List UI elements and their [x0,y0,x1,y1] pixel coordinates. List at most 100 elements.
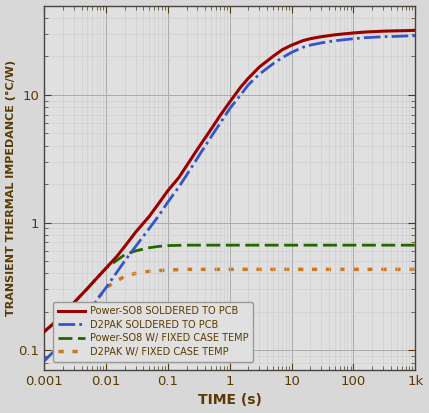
D2PAK SOLDERED TO PCB [332,38,338,43]
Power-SO8 SOLDERED TO PCB [53,320,58,325]
D2PAK SOLDERED TO PCB [413,33,418,38]
Power-SO8 SOLDERED TO PCB [270,54,275,59]
D2PAK W/ FIXED CASE TEMP [166,268,171,273]
D2PAK W/ FIXED CASE TEMP [156,268,161,273]
D2PAK SOLDERED TO PCB [85,311,90,316]
D2PAK W/ FIXED CASE TEMP [195,267,200,272]
D2PAK SOLDERED TO PCB [166,199,171,204]
Power-SO8 SOLDERED TO PCB [332,32,338,37]
Power-SO8 W/ FIXED CASE TEMP [166,243,171,248]
Power-SO8 W/ FIXED CASE TEMP [195,243,200,248]
Power-SO8 SOLDERED TO PCB [103,266,109,271]
D2PAK SOLDERED TO PCB [289,50,294,55]
D2PAK W/ FIXED CASE TEMP [103,285,109,290]
Power-SO8 SOLDERED TO PCB [351,31,356,36]
Power-SO8 W/ FIXED CASE TEMP [184,243,189,248]
Power-SO8 SOLDERED TO PCB [60,312,66,317]
Power-SO8 SOLDERED TO PCB [413,28,418,33]
D2PAK W/ FIXED CASE TEMP [147,269,152,274]
D2PAK W/ FIXED CASE TEMP [351,267,356,272]
Power-SO8 SOLDERED TO PCB [319,34,324,39]
Power-SO8 W/ FIXED CASE TEMP [147,245,152,250]
Power-SO8 W/ FIXED CASE TEMP [103,266,109,271]
D2PAK SOLDERED TO PCB [341,37,347,42]
D2PAK SOLDERED TO PCB [394,34,399,39]
Power-SO8 SOLDERED TO PCB [369,29,375,34]
D2PAK W/ FIXED CASE TEMP [227,267,233,272]
D2PAK W/ FIXED CASE TEMP [369,267,375,272]
D2PAK SOLDERED TO PCB [71,327,76,332]
Line: D2PAK W/ FIXED CASE TEMP: D2PAK W/ FIXED CASE TEMP [44,269,415,361]
Power-SO8 W/ FIXED CASE TEMP [60,312,66,317]
D2PAK SOLDERED TO PCB [176,185,181,190]
D2PAK W/ FIXED CASE TEMP [289,267,294,272]
Power-SO8 SOLDERED TO PCB [279,47,284,52]
Line: D2PAK SOLDERED TO PCB: D2PAK SOLDERED TO PCB [44,36,415,361]
Power-SO8 SOLDERED TO PCB [195,147,200,152]
Legend: Power-SO8 SOLDERED TO PCB, D2PAK SOLDERED TO PCB, Power-SO8 W/ FIXED CASE TEMP, : Power-SO8 SOLDERED TO PCB, D2PAK SOLDERE… [53,301,253,361]
Power-SO8 SOLDERED TO PCB [289,43,294,47]
Power-SO8 W/ FIXED CASE TEMP [289,243,294,248]
Power-SO8 SOLDERED TO PCB [227,100,233,104]
Power-SO8 SOLDERED TO PCB [362,30,367,35]
D2PAK SOLDERED TO PCB [300,45,305,50]
D2PAK SOLDERED TO PCB [156,214,161,219]
Power-SO8 SOLDERED TO PCB [341,31,347,36]
Power-SO8 W/ FIXED CASE TEMP [308,243,313,248]
D2PAK W/ FIXED CASE TEMP [208,267,214,272]
D2PAK SOLDERED TO PCB [53,348,58,353]
Power-SO8 SOLDERED TO PCB [308,36,313,41]
Power-SO8 SOLDERED TO PCB [300,38,305,43]
D2PAK SOLDERED TO PCB [94,298,99,303]
D2PAK SOLDERED TO PCB [227,106,233,111]
D2PAK W/ FIXED CASE TEMP [133,271,138,276]
Power-SO8 SOLDERED TO PCB [133,230,138,235]
D2PAK SOLDERED TO PCB [381,34,386,39]
Power-SO8 SOLDERED TO PCB [94,276,99,281]
Power-SO8 W/ FIXED CASE TEMP [351,243,356,248]
Line: Power-SO8 SOLDERED TO PCB: Power-SO8 SOLDERED TO PCB [44,30,415,332]
Power-SO8 W/ FIXED CASE TEMP [156,244,161,249]
D2PAK W/ FIXED CASE TEMP [42,358,47,363]
D2PAK W/ FIXED CASE TEMP [270,267,275,272]
D2PAK W/ FIXED CASE TEMP [184,267,189,272]
Power-SO8 SOLDERED TO PCB [184,164,189,169]
Power-SO8 W/ FIXED CASE TEMP [394,243,399,248]
D2PAK SOLDERED TO PCB [42,358,47,363]
D2PAK W/ FIXED CASE TEMP [246,267,251,272]
Power-SO8 W/ FIXED CASE TEMP [133,248,138,253]
Power-SO8 SOLDERED TO PCB [156,202,161,206]
D2PAK SOLDERED TO PCB [246,82,251,87]
Power-SO8 W/ FIXED CASE TEMP [94,276,99,281]
Power-SO8 W/ FIXED CASE TEMP [332,243,338,248]
D2PAK SOLDERED TO PCB [257,72,262,77]
D2PAK W/ FIXED CASE TEMP [71,327,76,332]
D2PAK SOLDERED TO PCB [270,61,275,66]
Power-SO8 SOLDERED TO PCB [208,126,214,131]
Power-SO8 SOLDERED TO PCB [115,254,120,259]
X-axis label: TIME (s): TIME (s) [198,394,262,408]
Power-SO8 W/ FIXED CASE TEMP [85,286,90,291]
D2PAK SOLDERED TO PCB [238,93,243,97]
D2PAK W/ FIXED CASE TEMP [94,298,99,303]
Power-SO8 W/ FIXED CASE TEMP [246,243,251,248]
Power-SO8 SOLDERED TO PCB [218,113,223,118]
D2PAK W/ FIXED CASE TEMP [122,274,127,279]
Power-SO8 W/ FIXED CASE TEMP [413,243,418,248]
Power-SO8 SOLDERED TO PCB [403,28,408,33]
D2PAK SOLDERED TO PCB [308,43,313,47]
Power-SO8 SOLDERED TO PCB [147,214,152,219]
Power-SO8 W/ FIXED CASE TEMP [122,252,127,257]
D2PAK SOLDERED TO PCB [362,35,367,40]
Power-SO8 W/ FIXED CASE TEMP [270,243,275,248]
Power-SO8 SOLDERED TO PCB [238,85,243,90]
Power-SO8 SOLDERED TO PCB [85,286,90,291]
D2PAK SOLDERED TO PCB [122,259,127,263]
D2PAK SOLDERED TO PCB [184,173,189,178]
Power-SO8 SOLDERED TO PCB [394,28,399,33]
D2PAK SOLDERED TO PCB [403,33,408,38]
D2PAK SOLDERED TO PCB [147,226,152,231]
Power-SO8 SOLDERED TO PCB [381,29,386,34]
Power-SO8 SOLDERED TO PCB [246,76,251,81]
D2PAK SOLDERED TO PCB [279,55,284,60]
